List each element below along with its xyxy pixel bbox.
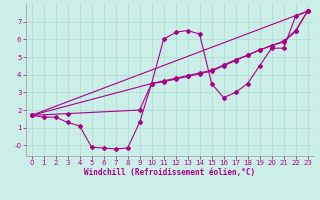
- X-axis label: Windchill (Refroidissement éolien,°C): Windchill (Refroidissement éolien,°C): [84, 168, 255, 177]
